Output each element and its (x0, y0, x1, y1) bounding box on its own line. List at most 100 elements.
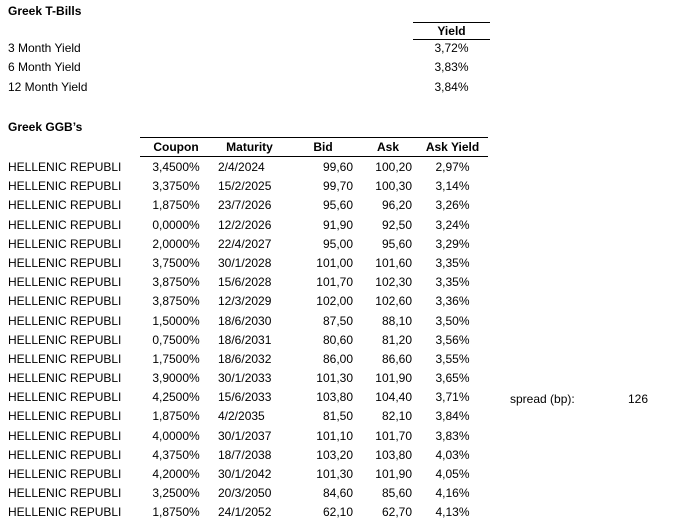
tbill-yield-value: 3,84% (434, 79, 469, 94)
bid-cell: 101,00 (316, 255, 353, 270)
issuer-cell: HELLENIC REPUBLI (8, 332, 122, 347)
coupon-cell: 3,7500% (152, 255, 200, 270)
tbill-label: 12 Month Yield (8, 79, 88, 94)
tbill-yield-value: 3,83% (434, 60, 469, 75)
bid-cell: 101,30 (316, 467, 353, 481)
coupon-cell: 1,7500% (152, 351, 200, 366)
tbill-yield-value: 3,72% (434, 41, 469, 55)
bid-cell: 103,80 (316, 390, 353, 405)
ggb-bond-row: HELLENIC REPUBLI 1,8750% 4/2/2035 81,50 … (0, 407, 676, 426)
maturity-cell: 22/4/2027 (218, 236, 272, 251)
maturity-cell: 15/2/2025 (218, 179, 272, 194)
ask-cell: 95,60 (381, 236, 412, 251)
ask-yield-cell: 3,50% (435, 313, 470, 328)
bid-cell: 62,10 (322, 505, 353, 520)
coupon-cell: 3,9000% (152, 371, 200, 386)
ggb-bond-row: HELLENIC REPUBLI 3,4500% 2/4/2024 99,60 … (0, 158, 676, 177)
ask-yield-cell: 3,55% (435, 351, 470, 366)
bid-cell: 103,20 (316, 447, 353, 462)
ask-yield-cell: 3,84% (435, 409, 470, 424)
spread-value: 126 (627, 392, 648, 406)
tbills-section-title: Greek T-Bills (8, 4, 82, 18)
bid-cell: 101,30 (316, 371, 353, 386)
maturity-cell: 18/6/2032 (218, 351, 272, 366)
column-header-coupon: Coupon (153, 140, 199, 154)
issuer-cell: HELLENIC REPUBLI (8, 390, 122, 405)
bid-cell: 80,60 (322, 332, 353, 347)
ggb-bond-row: HELLENIC REPUBLI 4,2000% 30/1/2042 101,3… (0, 465, 676, 484)
ggb-bond-row: HELLENIC REPUBLI 4,2500% 15/6/2033 103,8… (0, 388, 676, 407)
tbill-row: 6 Month Yield 3,83% (0, 58, 676, 77)
issuer-cell: HELLENIC REPUBLI (8, 217, 122, 232)
ggb-bond-row: HELLENIC REPUBLI 1,7500% 18/6/2032 86,00… (0, 350, 676, 369)
ggb-bond-row: HELLENIC REPUBLI 0,0000% 12/2/2026 91,90… (0, 216, 676, 235)
column-header-ask: Ask (376, 140, 399, 154)
maturity-cell: 12/2/2026 (218, 217, 272, 232)
coupon-cell: 0,0000% (152, 217, 200, 232)
tbill-row: 3 Month Yield 3,72% (0, 39, 676, 58)
issuer-cell: HELLENIC REPUBLI (8, 313, 122, 328)
ask-cell: 85,60 (381, 486, 412, 501)
issuer-cell: HELLENIC REPUBLI (8, 409, 122, 424)
issuer-cell: HELLENIC REPUBLI (8, 447, 122, 462)
maturity-cell: 12/3/2029 (218, 294, 272, 309)
coupon-cell: 2,0000% (152, 236, 200, 251)
coupon-cell: 1,5000% (152, 313, 200, 328)
ggb-bond-row: HELLENIC REPUBLI 1,5000% 18/6/2030 87,50… (0, 312, 676, 331)
tbill-label: 6 Month Yield (8, 60, 81, 75)
maturity-cell: 30/1/2042 (218, 467, 272, 481)
ask-cell: 101,90 (375, 371, 412, 386)
ask-cell: 102,30 (375, 275, 412, 290)
bid-cell: 81,50 (322, 409, 353, 424)
maturity-cell: 18/7/2038 (218, 447, 272, 462)
ask-yield-cell: 3,83% (435, 428, 470, 443)
ggbs-section-title: Greek GGB’s (8, 120, 83, 134)
maturity-cell: 18/6/2031 (218, 332, 272, 347)
coupon-cell: 4,0000% (152, 428, 200, 443)
ask-cell: 62,70 (381, 505, 412, 520)
issuer-cell: HELLENIC REPUBLI (8, 371, 122, 386)
issuer-cell: HELLENIC REPUBLI (8, 294, 122, 309)
ask-cell: 104,40 (375, 390, 412, 405)
column-header-ask-yield: Ask Yield (425, 140, 480, 154)
ggb-bond-row: HELLENIC REPUBLI 4,0000% 30/1/2037 101,1… (0, 427, 676, 446)
ggb-bond-row: HELLENIC REPUBLI 3,8750% 12/3/2029 102,0… (0, 292, 676, 311)
maturity-cell: 30/1/2033 (218, 371, 272, 386)
issuer-cell: HELLENIC REPUBLI (8, 351, 122, 366)
coupon-cell: 1,8750% (152, 198, 200, 213)
ask-yield-cell: 4,03% (435, 447, 470, 462)
issuer-cell: HELLENIC REPUBLI (8, 275, 122, 290)
coupon-cell: 3,2500% (152, 486, 200, 501)
coupon-cell: 3,3750% (152, 179, 200, 194)
issuer-cell: HELLENIC REPUBLI (8, 505, 122, 520)
ask-cell: 102,60 (375, 294, 412, 309)
ask-cell: 81,20 (381, 332, 412, 347)
ask-cell: 100,30 (375, 179, 412, 194)
ask-cell: 96,20 (381, 198, 412, 213)
coupon-cell: 4,2500% (152, 390, 200, 405)
issuer-cell: HELLENIC REPUBLI (8, 236, 122, 251)
ask-yield-cell: 3,35% (435, 255, 470, 270)
tbills-rows: 3 Month Yield 3,72% 6 Month Yield 3,83% … (0, 39, 676, 97)
issuer-cell: HELLENIC REPUBLI (8, 428, 122, 443)
ask-yield-cell: 3,65% (435, 371, 470, 386)
ggb-bond-row: HELLENIC REPUBLI 3,9000% 30/1/2033 101,3… (0, 369, 676, 388)
coupon-cell: 4,2000% (152, 467, 200, 481)
ask-yield-cell: 3,35% (435, 275, 470, 290)
ggbs-table-header: Coupon Maturity Bid Ask Ask Yield (140, 137, 488, 157)
coupon-cell: 4,3750% (152, 447, 200, 462)
column-header-maturity: Maturity (226, 140, 273, 154)
ask-yield-cell: 2,97% (435, 160, 470, 174)
ask-cell: 100,20 (375, 160, 412, 174)
maturity-cell: 2/4/2024 (218, 160, 265, 174)
ggb-bond-row: HELLENIC REPUBLI 4,3750% 18/7/2038 103,2… (0, 446, 676, 465)
tbill-label: 3 Month Yield (8, 41, 81, 55)
ggb-bond-row: HELLENIC REPUBLI 3,8750% 15/6/2028 101,7… (0, 273, 676, 292)
ggb-bond-row: HELLENIC REPUBLI 3,7500% 30/1/2028 101,0… (0, 254, 676, 273)
bid-cell: 87,50 (322, 313, 353, 328)
maturity-cell: 24/1/2052 (218, 505, 272, 520)
issuer-cell: HELLENIC REPUBLI (8, 255, 122, 270)
ask-cell: 103,80 (375, 447, 412, 462)
column-header-bid: Bid (313, 140, 333, 154)
